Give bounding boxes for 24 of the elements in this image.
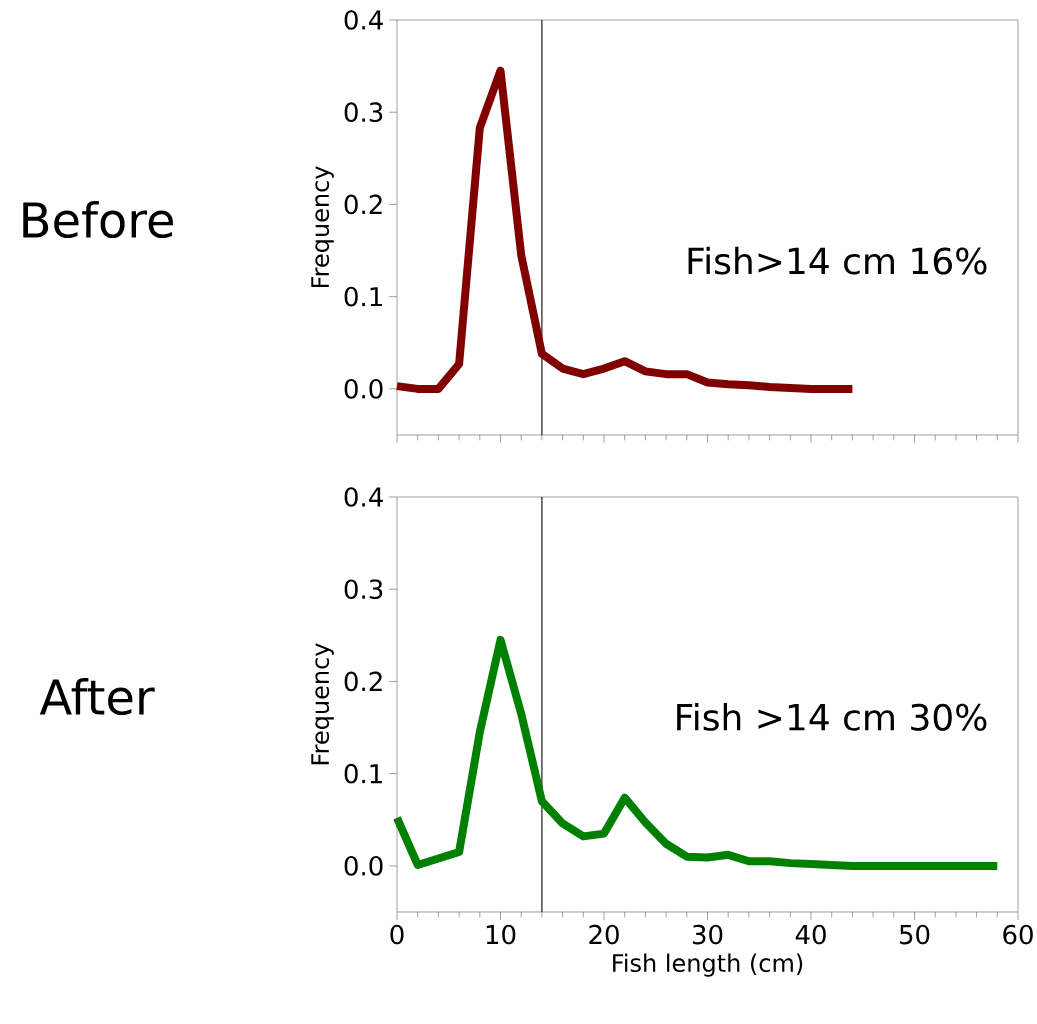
y-tick-label: 0.4 <box>344 487 383 507</box>
text: After <box>39 677 155 716</box>
y-tick-label: 0.1 <box>344 763 382 784</box>
x-tick-label: 10 <box>486 924 516 945</box>
x-tick-label: 0 <box>390 924 404 945</box>
y-tick-label: 0.4 <box>344 10 383 30</box>
text: Before <box>23 200 173 239</box>
y-tick-label: 0.2 <box>344 194 382 215</box>
y-axis-title: Frequency <box>311 166 334 288</box>
y-axis-title: Frequency <box>311 643 334 765</box>
x-tick-label: 60 <box>1003 924 1033 945</box>
y-tick-label: 0.3 <box>344 579 383 600</box>
y-tick-label: 0.2 <box>344 671 382 692</box>
y-tick-label: 0.0 <box>344 856 383 876</box>
y-tick-label: 0.3 <box>344 102 383 123</box>
x-tick-label: 20 <box>589 924 619 945</box>
x-tick-label: 50 <box>899 924 930 945</box>
annotation: Fish>14 cm 16% <box>688 246 987 275</box>
x-tick-label: 30 <box>692 924 723 945</box>
annotation: Fish >14 cm 30% <box>677 703 987 731</box>
y-tick-label: 0.1 <box>344 286 382 307</box>
x-tick-label: 40 <box>795 924 826 945</box>
x-axis-title: Fish length (cm) <box>613 953 803 977</box>
y-tick-label: 0.0 <box>344 379 383 399</box>
